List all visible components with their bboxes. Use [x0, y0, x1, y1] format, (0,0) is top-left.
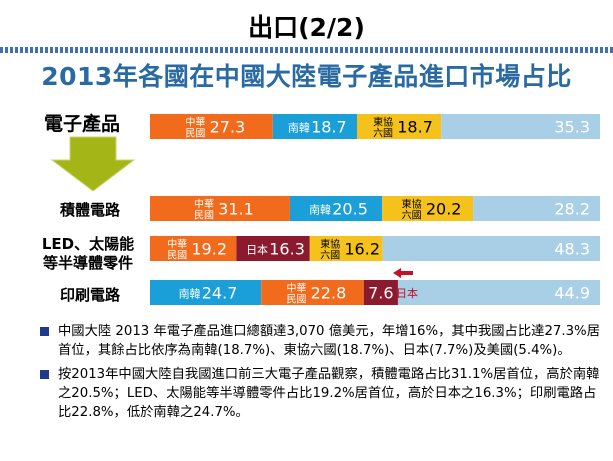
series-label: 南韓	[288, 122, 310, 135]
bar-segment	[382, 236, 600, 261]
bar-segment	[150, 280, 262, 305]
series-label: 六國	[402, 210, 422, 222]
bar-segment	[441, 114, 600, 139]
value-label: 27.3	[210, 118, 246, 137]
row-label-ic: 積體電路	[59, 201, 120, 219]
series-label: 中華	[185, 116, 205, 129]
value-label: 7.6	[368, 284, 393, 303]
bar-segment	[236, 236, 310, 261]
series-label: 南韓	[309, 204, 331, 217]
value-label: 48.3	[554, 240, 590, 259]
bar-segment	[150, 196, 290, 221]
series-label: 南韓	[179, 288, 201, 301]
value-label: 44.9	[554, 284, 590, 303]
bar-segment	[272, 114, 357, 139]
series-label: 東協	[320, 238, 340, 251]
series-label: 中華	[286, 282, 306, 295]
bullet-text: 中國大陸 2013 年電子產品進口總額達3,070 億美元，年增16%，其中我國…	[58, 324, 600, 358]
row-label-electronics: 電子產品	[43, 113, 120, 135]
left-arrow-icon	[393, 268, 413, 278]
bar-segment	[289, 196, 383, 221]
series-label: 東協	[373, 116, 393, 129]
value-label: 31.1	[218, 200, 254, 219]
value-label: 22.8	[311, 284, 347, 303]
bar-segment	[150, 236, 237, 261]
slide-subtitle: 2013年各國在中國大陸電子產品進口市場占比	[41, 62, 572, 91]
title-underline-bar	[0, 47, 613, 53]
series-label: 六國	[373, 128, 393, 140]
bullet-list: 中國大陸 2013 年電子產品進口總額達3,070 億美元，年增16%，其中我國…	[38, 322, 604, 427]
bar-segment	[473, 196, 600, 221]
bar-segment	[397, 280, 600, 305]
value-label: 20.2	[426, 200, 462, 219]
value-label: 35.3	[554, 118, 590, 137]
series-label: 東協	[402, 198, 422, 211]
row-label-pcb: 印刷電路	[59, 286, 120, 304]
row-label-led-line2: 等半導體零件	[42, 254, 133, 272]
value-label: 19.2	[191, 240, 227, 259]
series-label: 中華	[167, 238, 187, 251]
bar-segment	[309, 236, 383, 261]
value-label: 20.5	[332, 200, 368, 219]
value-label: 18.7	[397, 118, 433, 137]
annotation-label: 日本	[396, 286, 418, 300]
square-bullet-icon	[40, 370, 49, 379]
row-label-led-line1: LED、太陽能	[41, 235, 135, 253]
series-label: 六國	[320, 250, 340, 262]
series-label: 民國	[194, 210, 214, 222]
square-bullet-icon	[40, 327, 49, 336]
slide-title: 出口(2/2)	[248, 13, 365, 42]
value-label: 16.3	[269, 240, 305, 259]
series-label: 民國	[167, 250, 187, 262]
value-label: 24.7	[202, 284, 238, 303]
series-label: 日本	[246, 243, 268, 257]
bar-segment	[357, 114, 442, 139]
bar-segment	[363, 280, 398, 305]
series-label: 中華	[194, 198, 214, 211]
series-label: 民國	[185, 128, 205, 140]
bullet-item: 按2013年中國大陸自我國進口前三大電子產品觀察，積體電路占比31.1%居首位，…	[38, 365, 604, 422]
bullet-item: 中國大陸 2013 年電子產品進口總額達3,070 億美元，年增16%，其中我國…	[38, 322, 604, 360]
bullet-text: 按2013年中國大陸自我國進口前三大電子產品觀察，積體電路占比31.1%居首位，…	[58, 367, 600, 420]
bar-segment	[382, 196, 474, 221]
series-label: 民國	[286, 294, 306, 306]
value-label: 18.7	[311, 118, 347, 137]
bar-segment	[150, 114, 273, 139]
value-label: 16.2	[344, 240, 380, 259]
bar-segment	[261, 280, 364, 305]
value-label: 28.2	[554, 200, 590, 219]
